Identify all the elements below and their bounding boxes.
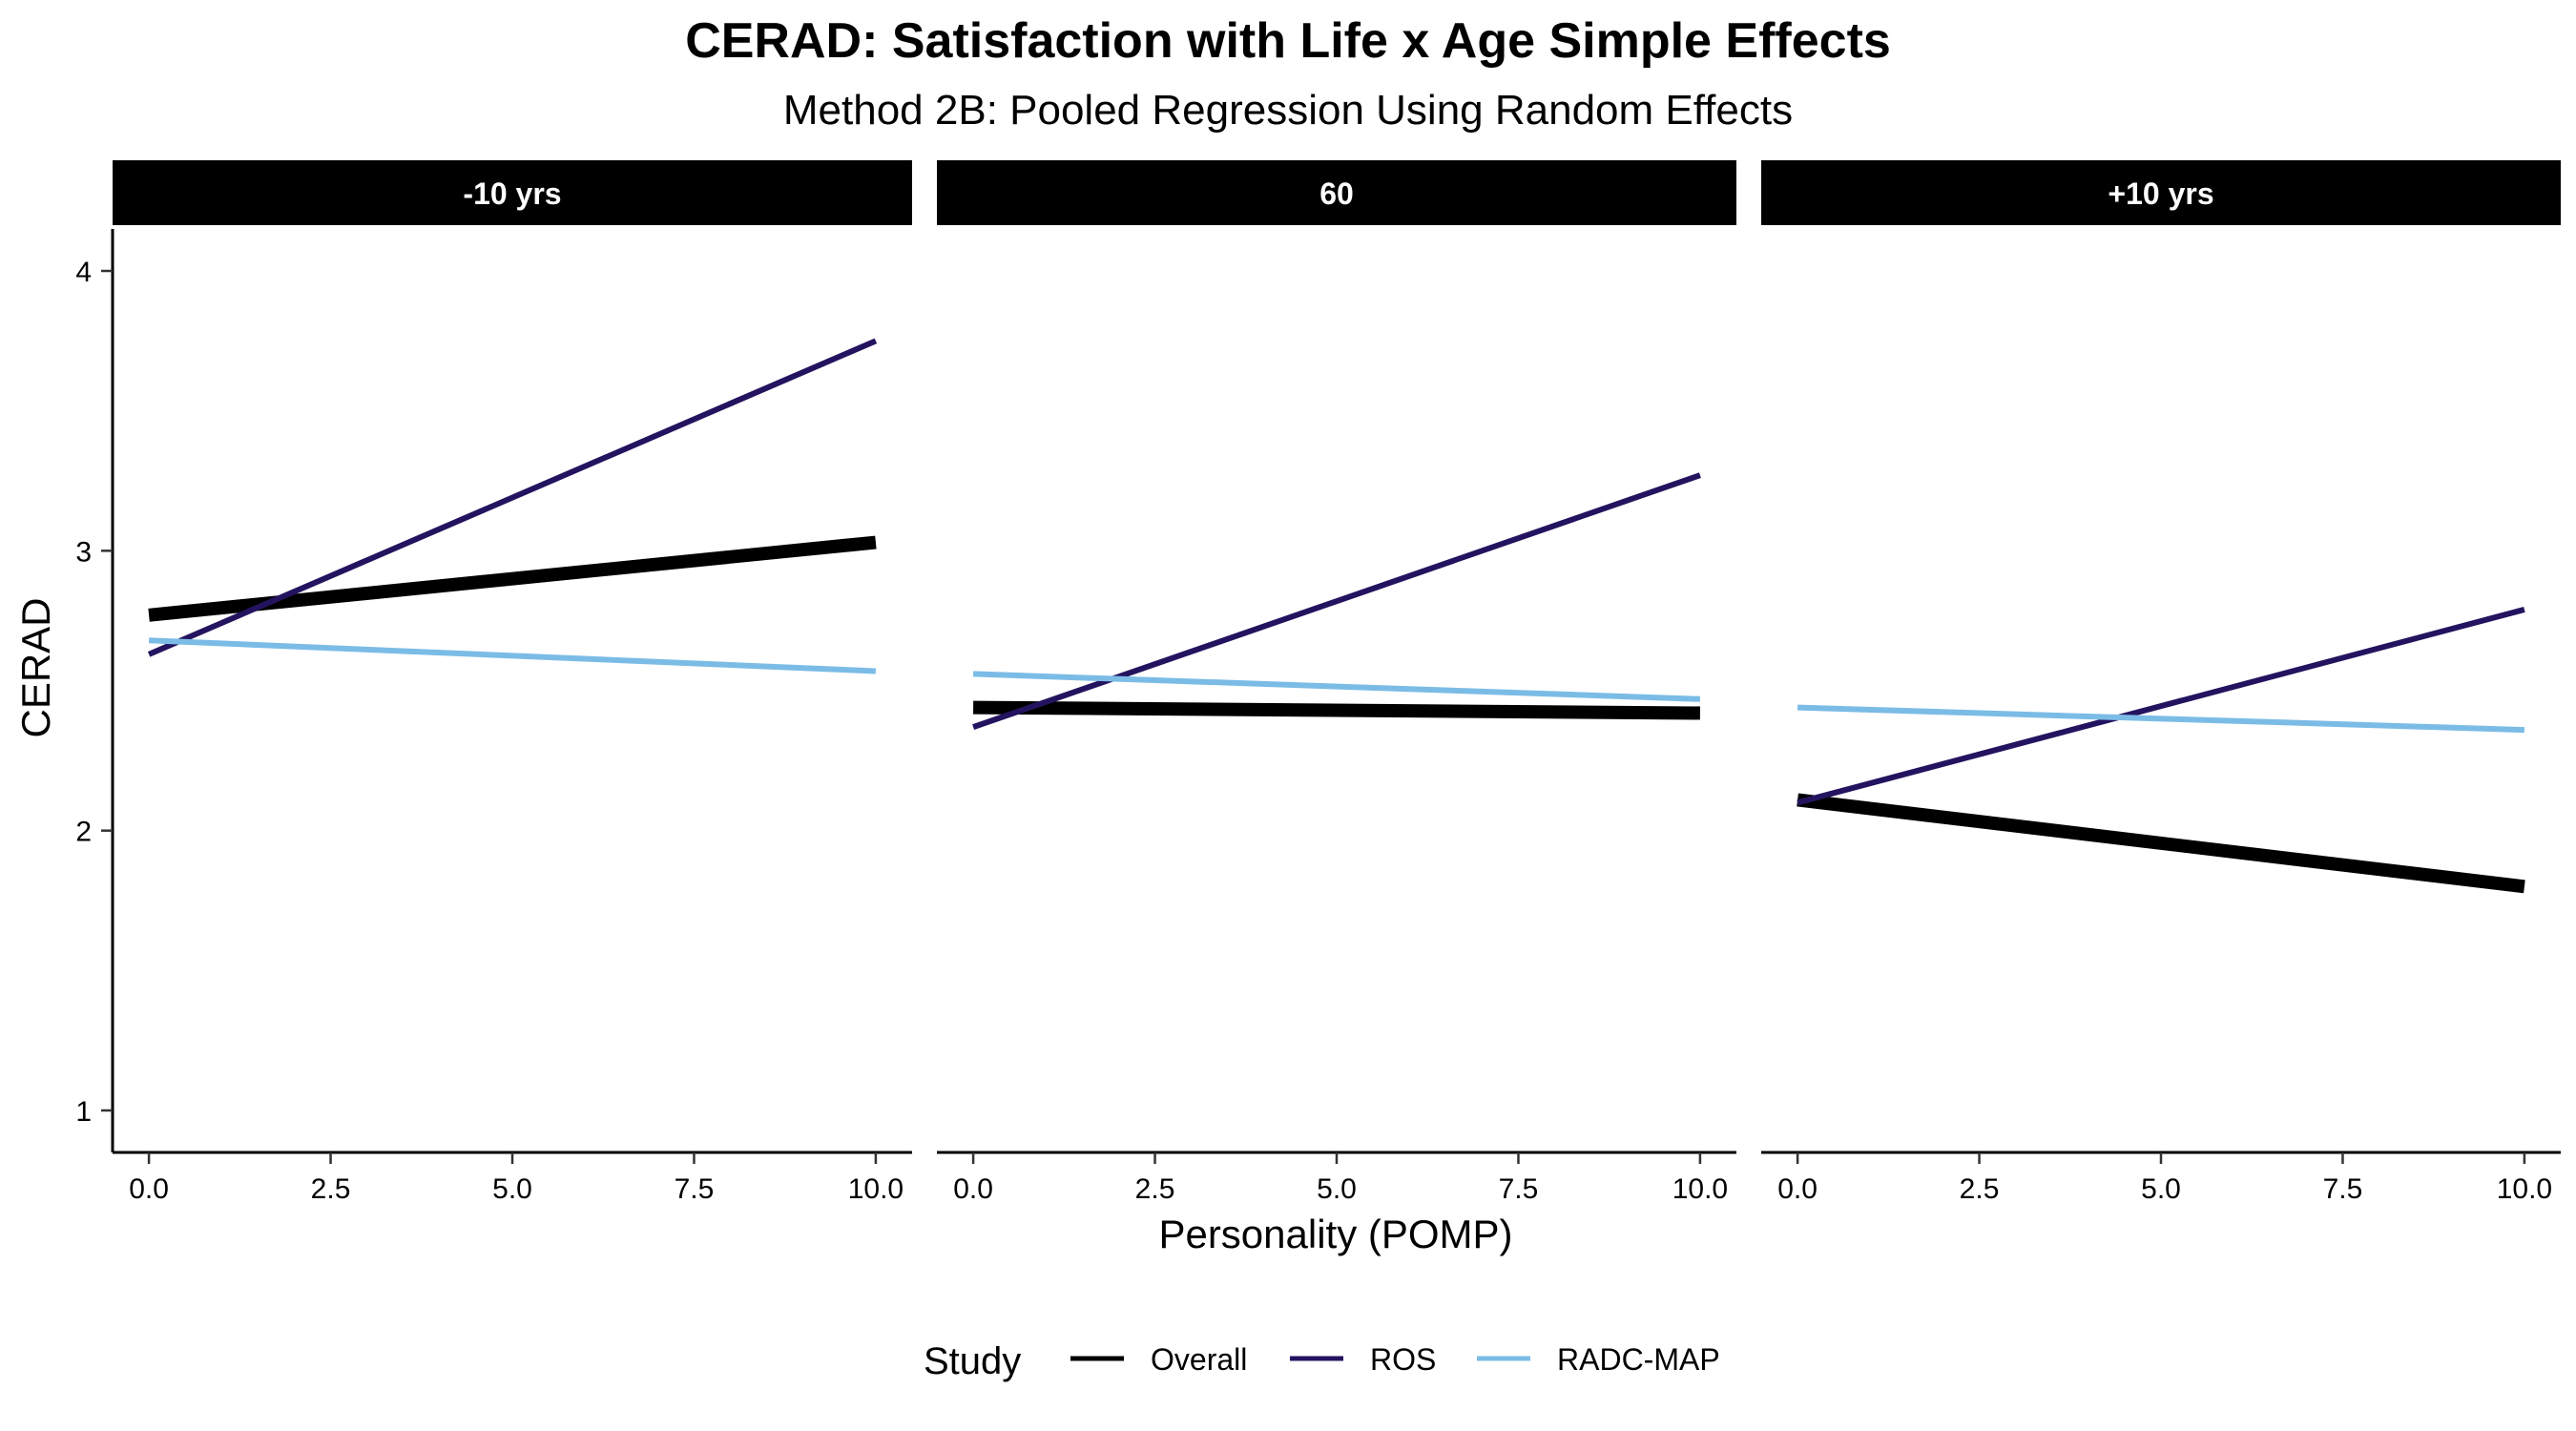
chart-title: CERAD: Satisfaction with Life x Age Simp… <box>685 13 1891 69</box>
y-axis-title: CERAD <box>13 597 58 737</box>
x-tick-label: 0.0 <box>1777 1173 1818 1205</box>
series-line-radc-map <box>148 637 877 674</box>
series-line-radc-map <box>972 671 1701 702</box>
y-tick-label: 3 <box>75 536 92 568</box>
series-line-ros <box>972 472 1701 730</box>
legend: Study Overall ROS RADC-MAP <box>924 1340 1720 1382</box>
x-tick-label: 10.0 <box>1672 1173 1728 1205</box>
series-line-radc-map <box>1797 704 2525 734</box>
facet-strip-label: 60 <box>1319 176 1354 211</box>
x-tick-label: 7.5 <box>2323 1173 2363 1205</box>
x-tick-label: 0.0 <box>129 1173 169 1205</box>
legend-label: Overall <box>1151 1342 1247 1377</box>
legend-entry-radc-map: RADC-MAP <box>1477 1342 1720 1377</box>
series-line-ros <box>1797 607 2525 806</box>
x-tick-label: 7.5 <box>1499 1173 1539 1205</box>
series-line-ros <box>147 338 878 657</box>
series-line-overall <box>1797 793 2525 894</box>
legend-label: RADC-MAP <box>1557 1342 1720 1377</box>
facet-strip <box>113 160 912 225</box>
panel-10-yrs: -10 yrs 0.0 2.5 5.0 7.5 10.0 1 2 3 4 <box>75 160 912 1205</box>
x-tick-label: 2.5 <box>311 1173 351 1205</box>
y-tick-label: 4 <box>75 257 92 288</box>
x-tick-label: 5.0 <box>492 1173 532 1205</box>
legend-title: Study <box>924 1340 1021 1382</box>
chart-subtitle: Method 2B: Pooled Regression Using Rando… <box>783 87 1793 134</box>
x-tick-label: 2.5 <box>1135 1173 1175 1205</box>
facet-strip-label: -10 yrs <box>463 176 561 211</box>
legend-entry-overall: Overall <box>1070 1342 1247 1377</box>
panel-10-yrs: +10 yrs 0.0 2.5 5.0 7.5 10.0 <box>1761 160 2561 1205</box>
facet-strip <box>1761 160 2561 225</box>
x-tick-label: 10.0 <box>2497 1173 2552 1205</box>
facet-strip-label: +10 yrs <box>2108 176 2213 211</box>
series-line-overall <box>973 700 1700 720</box>
x-tick-label: 2.5 <box>1960 1173 2000 1205</box>
x-axis-title: Personality (POMP) <box>1158 1212 1512 1256</box>
x-tick-label: 5.0 <box>1317 1173 1357 1205</box>
facet-panels: -10 yrs 0.0 2.5 5.0 7.5 10.0 1 2 3 4 60 0.0 2.5 5.0 7.… <box>75 160 2561 1205</box>
x-tick-label: 5.0 <box>2141 1173 2181 1205</box>
legend-label: ROS <box>1370 1342 1436 1377</box>
panel-60: 60 0.0 2.5 5.0 7.5 10.0 <box>937 160 1736 1205</box>
x-tick-label: 0.0 <box>953 1173 993 1205</box>
y-tick-label: 2 <box>75 817 92 848</box>
facet-strip <box>937 160 1736 225</box>
legend-entry-ros: ROS <box>1290 1342 1436 1377</box>
x-tick-label: 10.0 <box>848 1173 904 1205</box>
x-tick-label: 7.5 <box>675 1173 715 1205</box>
y-tick-label: 1 <box>75 1096 92 1128</box>
